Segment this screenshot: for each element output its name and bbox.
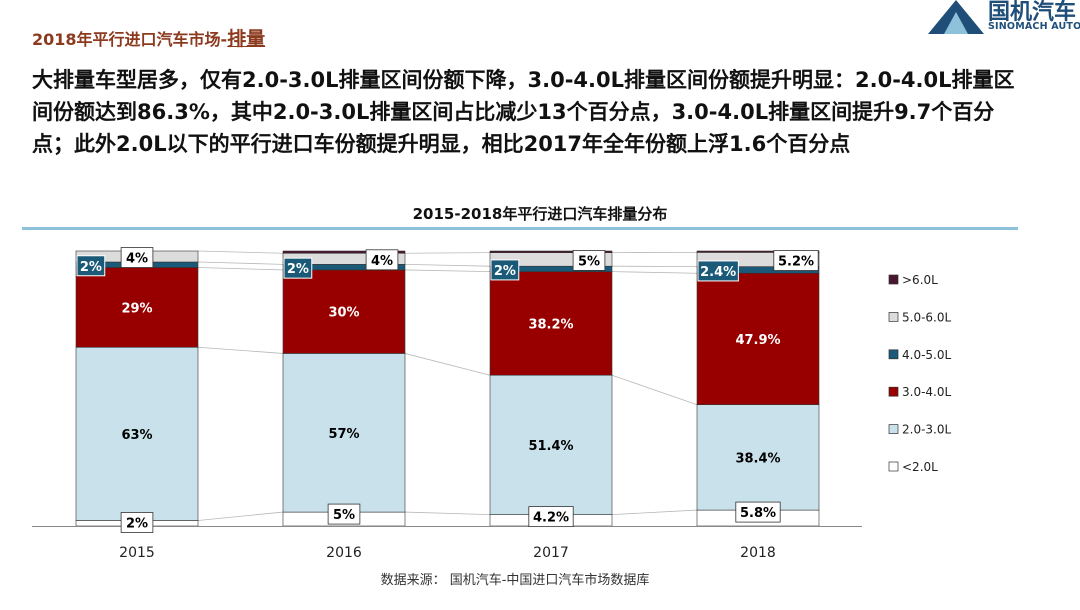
connector-line (197, 261, 284, 265)
bar-segment-20-30l-2017 (489, 374, 613, 515)
connector-line (404, 252, 491, 254)
data-label-30-40l-2018: 47.9% (735, 333, 780, 348)
section-title-highlight: 排量 (227, 28, 266, 50)
bar-segment-30-40l-2018 (696, 272, 820, 405)
data-label-50-60l-2018-box (773, 250, 819, 271)
legend-label-50-60l: 5.0-6.0L (902, 310, 951, 324)
bar-segment-30-40l-2017 (489, 271, 613, 376)
connector-line (197, 250, 284, 254)
bar-segment-30-40l-2015 (75, 267, 199, 348)
bar-segment-20-30l-2015 (75, 346, 199, 521)
data-label-lt-20l-2016: 5% (333, 508, 355, 523)
data-label-40-50l-2015-tag (76, 255, 106, 277)
logo-mark-icon (928, 0, 984, 34)
legend-swatch-50-60l (888, 312, 899, 322)
headline-text: 大排量车型居多，仅有2.0-3.0L排量区间份额下降，3.0-4.0L排量区间份… (32, 68, 1015, 156)
connector-line (404, 263, 491, 267)
section-title-prefix: 2018年平行进口汽车市场- (32, 30, 228, 49)
legend-label-gt-60l: >6.0L (902, 273, 938, 287)
connector-line (611, 271, 698, 274)
x-tick-label: 2015 (119, 545, 155, 561)
data-label-50-60l-2016: 4% (371, 254, 393, 269)
x-tick-label: 2016 (326, 545, 362, 561)
data-label-40-50l-2016: 2% (287, 262, 309, 277)
connector-line (197, 511, 284, 521)
x-tick-label: 2018 (740, 545, 776, 561)
data-label-30-40l-2016: 30% (328, 306, 359, 321)
data-label-lt-20l-2015-box (120, 512, 154, 533)
data-label-50-60l-2018: 5.2% (778, 255, 814, 270)
legend-swatch-20-30l (888, 424, 899, 434)
bar-segment-20-30l-2018 (696, 404, 820, 511)
legend-swatch-30-40l (888, 386, 899, 397)
logo-text-cn: 国机汽车 (988, 0, 1077, 25)
data-label-40-50l-2017: 2% (494, 264, 516, 279)
bar-segment-30-40l-2016 (282, 269, 406, 354)
data-label-50-60l-2015: 4% (126, 252, 148, 267)
data-label-50-60l-2017-box (572, 250, 606, 271)
bar-segment-gt-60l-2018 (696, 250, 820, 253)
data-label-40-50l-2015: 2% (80, 260, 102, 275)
title-divider (22, 227, 1018, 230)
data-label-lt-20l-2016-box (327, 503, 361, 525)
data-label-lt-20l-2018: 5.8% (740, 506, 776, 521)
data-label-20-30l-2017: 51.4% (528, 439, 573, 454)
logo-text-en: SINOMACH AUTO (988, 21, 1080, 32)
data-label-20-30l-2015: 63% (121, 428, 152, 443)
data-label-50-60l-2016-box (365, 249, 399, 271)
data-label-40-50l-2016-tag (283, 257, 313, 279)
connector-line (611, 374, 698, 406)
section-title: 2018年平行进口汽车市场-排量 (32, 24, 265, 51)
connector-line (197, 346, 284, 354)
legend-swatch-lt-20l (888, 461, 899, 472)
data-label-30-40l-2015: 29% (121, 301, 152, 316)
data-label-50-60l-2017: 5% (578, 254, 600, 269)
data-label-50-60l-2015-box (120, 247, 154, 268)
data-source-note: 数据来源： 国机汽车-中国进口汽车市场数据库 (380, 573, 650, 588)
data-label-30-40l-2017: 38.2% (528, 317, 573, 332)
data-label-40-50l-2018-tag (697, 260, 739, 282)
connector-line (404, 511, 491, 516)
legend-label-20-30l: 2.0-3.0L (902, 423, 951, 437)
legend-label-40-50l: 4.0-5.0L (902, 348, 951, 362)
data-label-40-50l-2017-tag (490, 259, 520, 281)
connector-line (197, 267, 284, 271)
company-logo: 国机汽车 SINOMACH AUTO (926, 0, 1080, 36)
chart-title: 2015-2018年平行进口汽车排量分布 (412, 205, 668, 223)
x-tick-label: 2017 (533, 545, 569, 561)
data-label-lt-20l-2017-box (528, 506, 574, 528)
bar-segment-gt-60l-2016 (282, 250, 406, 254)
legend-swatch-40-50l (888, 349, 899, 360)
data-label-lt-20l-2018-box (735, 501, 781, 523)
connector-line (611, 509, 698, 516)
connector-line (404, 353, 491, 376)
data-label-40-50l-2018: 2.4% (700, 265, 736, 280)
data-label-lt-20l-2015: 2% (126, 517, 148, 532)
data-label-20-30l-2018: 38.4% (735, 451, 780, 466)
bar-segment-gt-60l-2017 (489, 250, 613, 253)
legend-label-30-40l: 3.0-4.0L (902, 385, 951, 399)
data-label-lt-20l-2017: 4.2% (533, 511, 569, 526)
connector-line (404, 269, 491, 273)
legend-swatch-gt-60l (888, 274, 899, 285)
bar-segment-20-30l-2016 (282, 353, 406, 513)
data-label-20-30l-2016: 57% (328, 427, 359, 442)
legend-label-lt-20l: <2.0L (902, 460, 938, 474)
